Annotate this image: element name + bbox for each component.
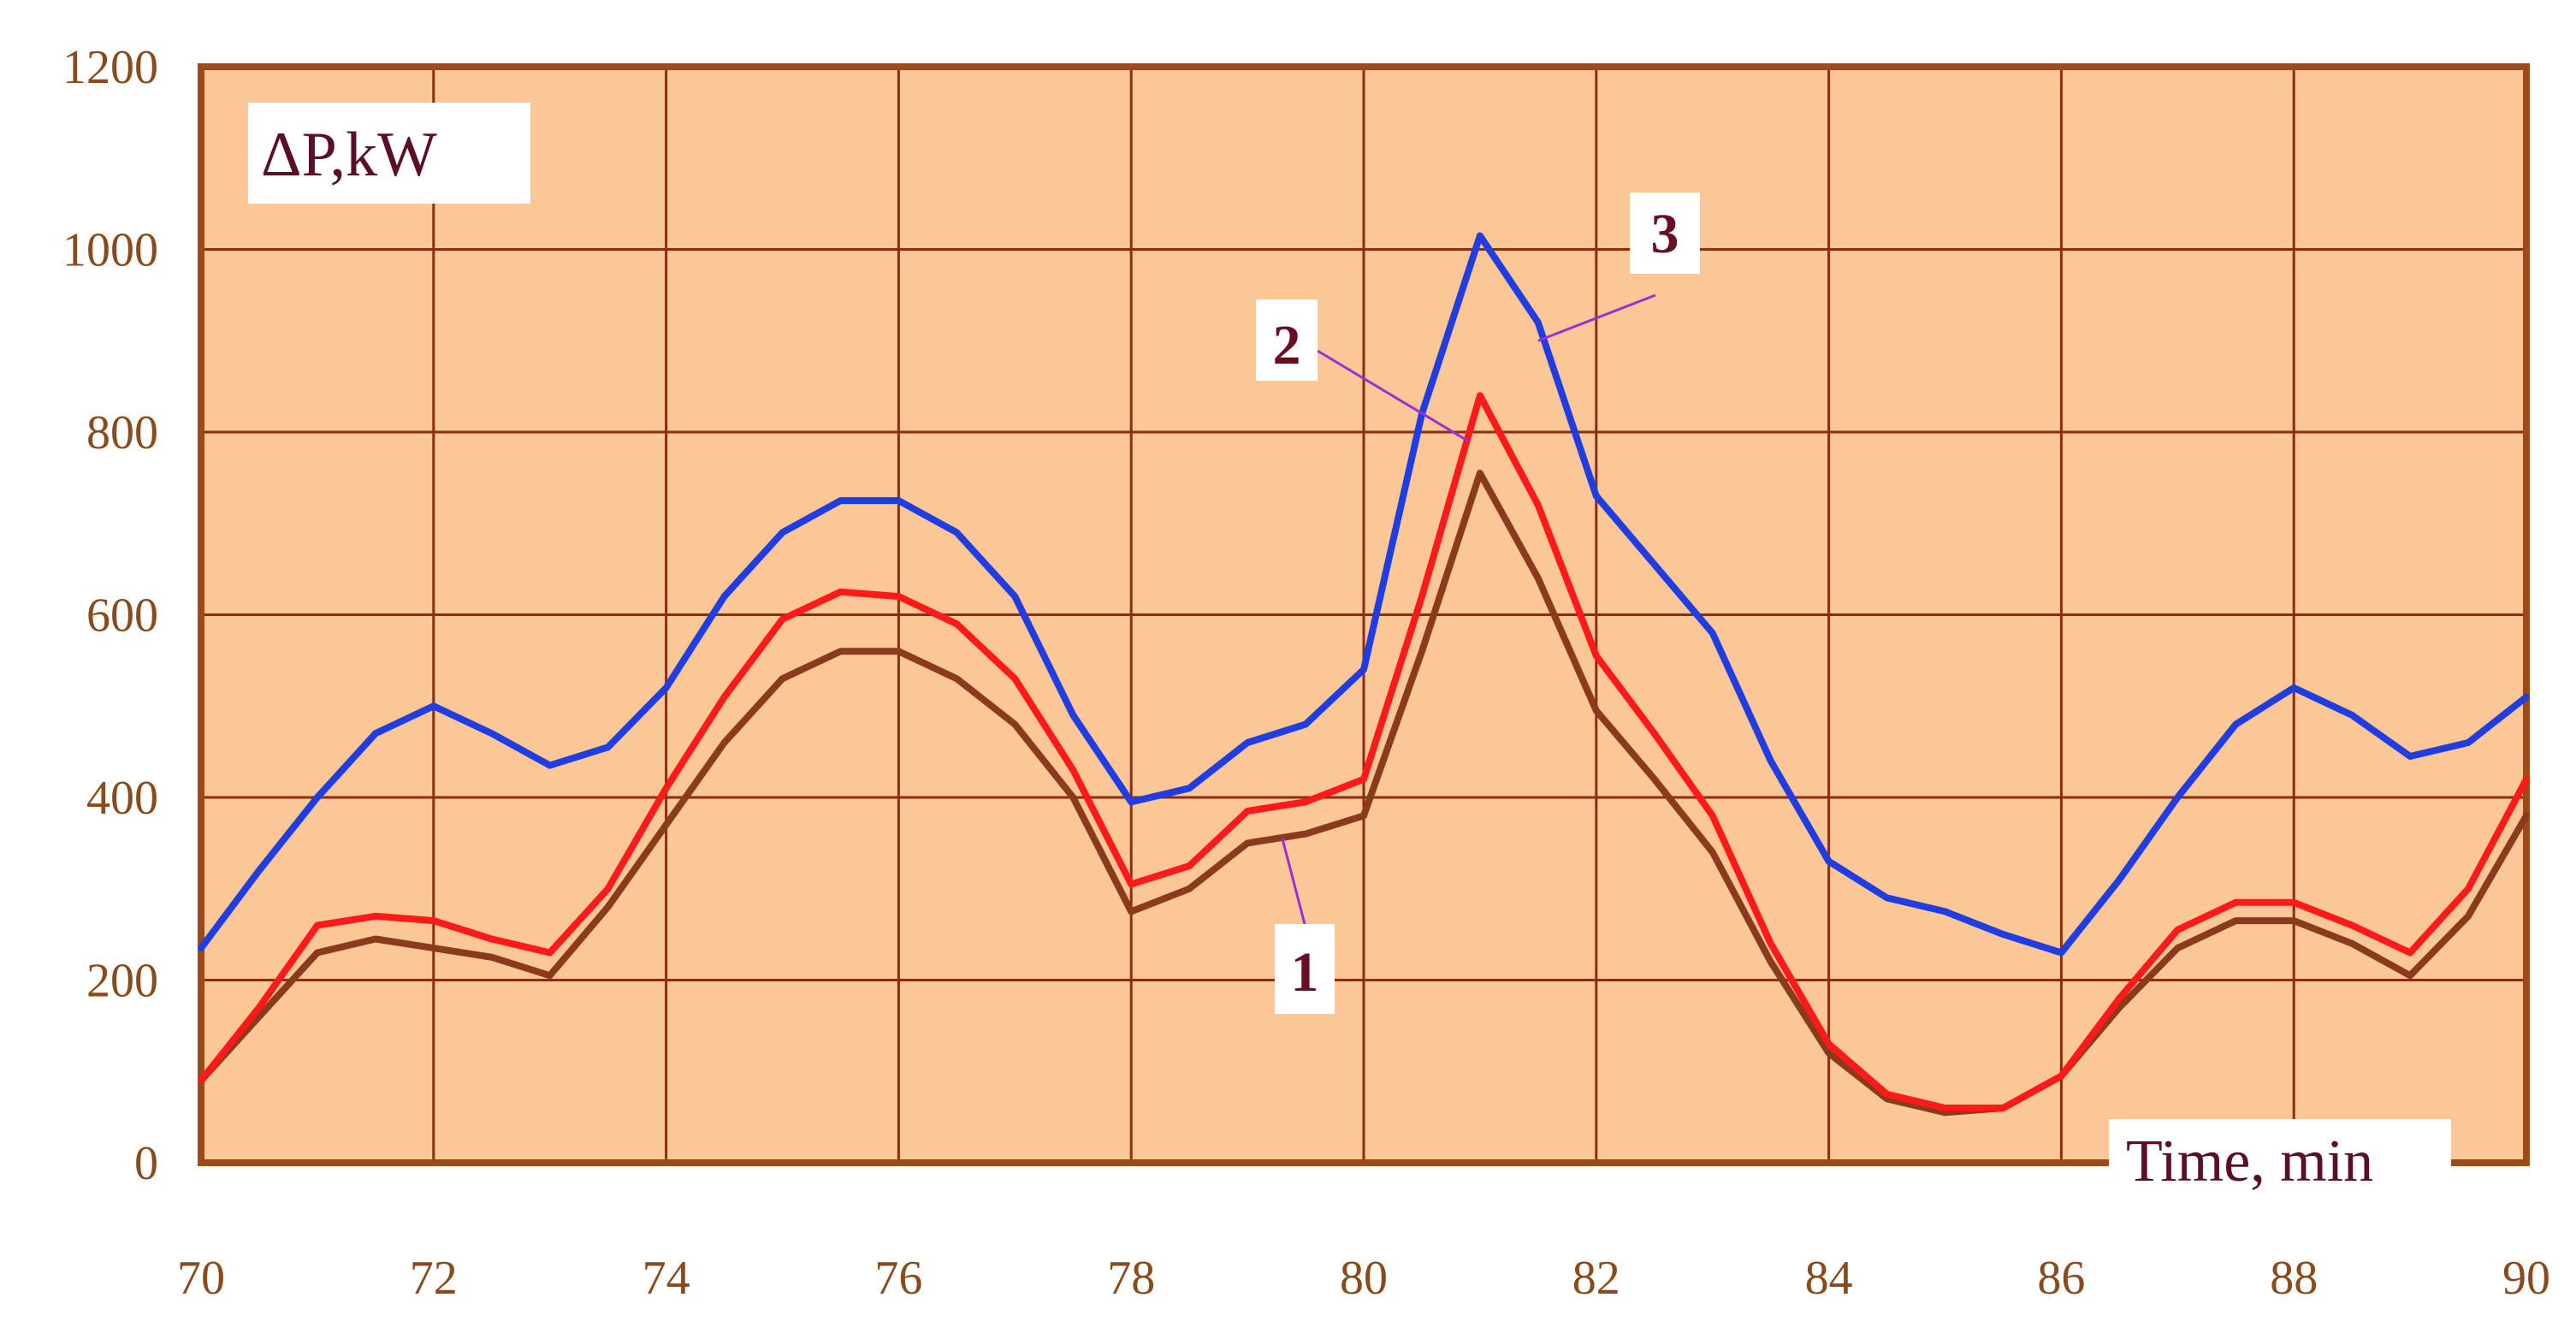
y-tick-label: 800 [86,406,158,459]
y-tick-label: 200 [86,955,158,1008]
x-tick-label: 80 [1340,1252,1388,1305]
y-axis-ticks: 0 200 400 600 800 1000 1200 [62,41,158,1190]
callout-pointer [1281,838,1306,925]
series-callout-2: 2 [1256,299,1470,442]
y-tick-label: 600 [86,589,158,643]
y-axis-label: ΔP,kW [261,120,437,190]
annotations: 1 2 3 [1256,193,1700,1014]
series-label-3: 3 [1651,203,1679,265]
series-callout-3: 3 [1537,193,1700,342]
callout-pointer [1317,349,1470,442]
x-tick-label: 82 [1572,1252,1620,1305]
callout-pointer [1537,293,1656,342]
y-tick-label: 0 [134,1137,158,1190]
plot-border [198,63,2530,1166]
series-group [198,232,2530,1117]
series-label-1: 1 [1291,941,1319,1004]
series-callout-1: 1 [1275,838,1335,1014]
x-tick-label: 86 [2037,1252,2085,1305]
y-tick-label: 1000 [62,224,158,277]
x-axis-ticks: 70 72 74 76 78 80 82 84 86 88 90 [177,1252,2550,1305]
x-tick-label: 88 [2270,1252,2318,1305]
callout-box [1275,924,1335,1014]
x-tick-label: 90 [2502,1252,2550,1305]
x-tick-label: 72 [410,1252,458,1305]
x-tick-label: 74 [643,1252,690,1305]
series-1 [198,470,2530,1117]
x-tick-label: 84 [1805,1252,1853,1305]
x-axis-label-box: Time, min [2109,1119,2451,1205]
y-tick-label: 1200 [62,41,158,94]
callout-box [1256,299,1318,381]
series-2 [198,392,2530,1111]
x-tick-label: 78 [1107,1252,1155,1305]
x-tick-label: 70 [177,1252,225,1305]
x-tick-label: 76 [874,1252,922,1305]
callout-box [1630,193,1700,274]
y-tick-label: 400 [86,772,158,825]
x-axis-label: Time, min [2126,1129,2373,1194]
series-label-2: 2 [1273,314,1301,376]
y-axis-label-box: ΔP,kW [248,103,530,204]
